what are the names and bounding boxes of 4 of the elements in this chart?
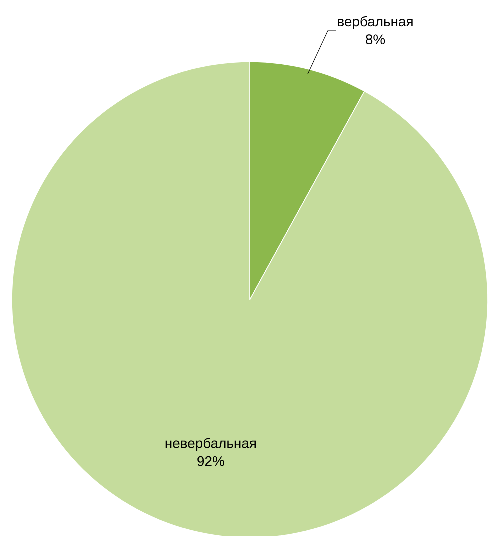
slice-label: невербальная — [166, 438, 256, 452]
data-label: 92% — [198, 456, 224, 466]
slice-label: вербальная — [338, 16, 413, 30]
data-label: 8% — [366, 34, 386, 45]
